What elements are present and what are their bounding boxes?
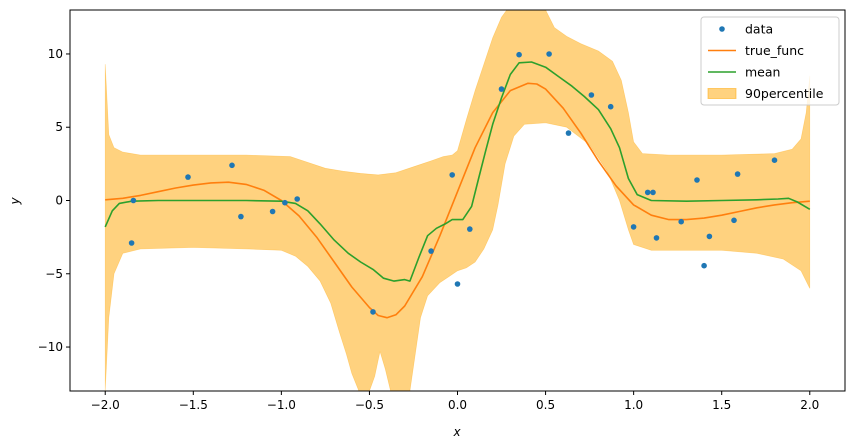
data-point: [516, 51, 522, 58]
data-point: [771, 157, 778, 163]
data-point: [607, 103, 614, 110]
legend-label: mean: [745, 65, 780, 80]
data-point: [653, 235, 660, 241]
true-func-line: [105, 82, 810, 319]
data-point: [731, 217, 737, 224]
legend-label: data: [745, 22, 773, 37]
x-axis-label: x: [452, 425, 461, 439]
data-point: [588, 92, 595, 98]
y-tick-label: 0: [55, 194, 63, 208]
data-point: [546, 51, 552, 57]
y-axis-label: y: [8, 197, 22, 206]
legend-marker-data: [719, 26, 725, 32]
data-point: [734, 171, 741, 177]
data-point: [694, 177, 700, 183]
legend-label: 90percentile: [745, 86, 824, 101]
y-tick-label: 5: [55, 120, 63, 134]
data-point: [644, 189, 651, 196]
x-tick-label: −0.5: [355, 398, 384, 412]
data-point: [701, 262, 707, 269]
y-tick-label: 10: [48, 47, 63, 61]
y-tick-label: −10: [38, 340, 63, 354]
data-point: [449, 172, 456, 178]
data-point: [498, 86, 505, 92]
data-point: [428, 248, 434, 254]
data-point: [370, 309, 376, 315]
data-point: [706, 233, 713, 240]
mean-line: [104, 61, 811, 282]
x-tick-label: −2.0: [91, 398, 120, 412]
data-point: [269, 208, 276, 215]
y-axis: −10 −5 0 5 10: [38, 47, 70, 354]
x-tick-label: −1.5: [179, 398, 208, 412]
data-point: [185, 174, 191, 180]
data-point: [130, 197, 137, 204]
data-point: [238, 213, 244, 220]
x-tick-label: 1.5: [712, 398, 731, 412]
legend-patch-band: [707, 88, 737, 99]
data-point: [467, 226, 473, 232]
data-point: [630, 224, 637, 230]
data-point: [229, 162, 235, 169]
y-tick-label: −5: [45, 267, 63, 281]
data-point: [454, 281, 461, 287]
data-point: [678, 218, 684, 225]
plot-area: [104, 10, 811, 391]
data-point: [650, 189, 656, 196]
data-point: [128, 240, 135, 246]
x-tick-label: 2.0: [800, 398, 819, 412]
x-tick-label: 1.0: [624, 398, 643, 412]
x-axis: −2.0 −1.5 −1.0 −0.5 0.0 0.5 1.0 1.5 2.0: [91, 391, 819, 412]
percentile-band: [104, 10, 811, 391]
legend-label: true_func: [745, 43, 804, 58]
x-tick-label: −1.0: [267, 398, 296, 412]
x-tick-label: 0.0: [448, 398, 467, 412]
legend-box: [700, 16, 840, 106]
data-point: [565, 130, 572, 136]
x-tick-label: 0.5: [536, 398, 555, 412]
data-point: [294, 196, 301, 202]
data-point: [282, 199, 288, 206]
